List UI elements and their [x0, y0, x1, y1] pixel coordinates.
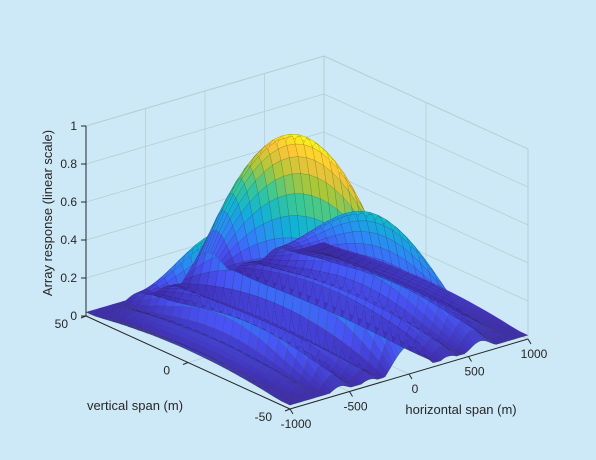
z-tick-label: 1 [70, 119, 77, 133]
x-tick-label: -500 [343, 400, 367, 414]
x-tick-label: 500 [464, 365, 484, 379]
x-tick-label: 0 [412, 382, 419, 396]
y-tick-label: -50 [255, 410, 273, 424]
x-tick-mark [527, 338, 532, 345]
y-tick-mark [182, 362, 189, 365]
z-tick-label: 0 [70, 309, 77, 323]
x-tick-mark [349, 391, 353, 397]
axis-lines [80, 125, 532, 415]
x-tick-mark [468, 356, 472, 362]
x-axis-label: horizontal span (m) [405, 402, 516, 417]
z-tick-label: 0.8 [60, 157, 77, 171]
z-tick-label: 0.2 [60, 271, 77, 285]
x-tick-mark [289, 408, 294, 415]
y-axis-label: vertical span (m) [87, 398, 183, 413]
surface-patch [85, 311, 98, 317]
x-tick-mark [408, 373, 413, 380]
x-tick-label: 1000 [521, 347, 548, 361]
z-axis-label: Array response (linear scale) [40, 130, 55, 296]
y-tick-label: 0 [163, 364, 170, 378]
y-tick-mark [284, 408, 291, 412]
z-tick-label: 0.4 [60, 233, 77, 247]
surface-mesh [85, 134, 529, 406]
y-tick-label: 50 [55, 317, 69, 331]
z-tick-label: 0.6 [60, 195, 77, 209]
x-tick-label: -1000 [281, 417, 312, 431]
